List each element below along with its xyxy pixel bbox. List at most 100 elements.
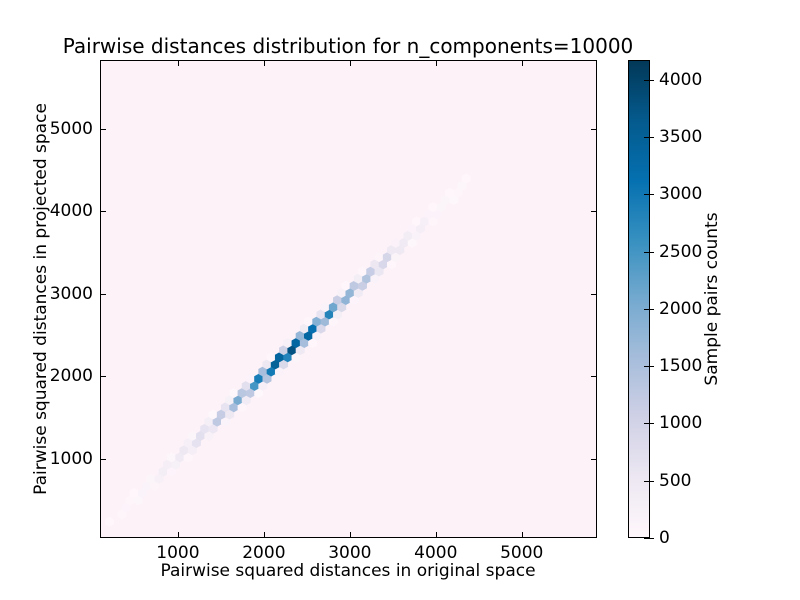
hexbin-cell [262, 359, 272, 370]
hexbin-cell [345, 287, 355, 298]
colorbar-tick [644, 251, 654, 253]
hexbin-cell [403, 230, 413, 241]
x-tick [349, 532, 351, 537]
y-tick-label: 2000 [49, 366, 93, 387]
hexbin-cell [333, 295, 343, 306]
hexbin-cell [167, 452, 177, 463]
hexbin-cell [171, 459, 181, 470]
colorbar-tick-label: 3500 [659, 127, 703, 148]
hexbin-cell [357, 280, 367, 291]
hexbin-cell [387, 259, 396, 270]
hexbin-cell [204, 416, 214, 427]
hexbin-cell [374, 266, 384, 277]
y-tick-right [591, 211, 596, 213]
colorbar-tick [644, 480, 654, 482]
plot-area [100, 60, 597, 538]
hexbin-cell [208, 409, 218, 420]
x-tick-top [349, 61, 351, 66]
hexbin-cell [299, 337, 309, 348]
hexbin-cell [312, 330, 322, 341]
hexbin-cell [241, 395, 251, 406]
hexbin-cell [262, 373, 272, 384]
hexbin-cell [266, 366, 276, 377]
hexbin-cell [395, 245, 405, 255]
hexbin-cell [449, 194, 459, 205]
hexbin-cell [353, 287, 363, 298]
hexbin-cell [378, 259, 388, 270]
hexbin-layer [104, 173, 471, 527]
hexbin-cell [445, 187, 455, 198]
x-tick [521, 532, 523, 537]
hexbin-cell [212, 416, 222, 427]
colorbar-tick-label: 1000 [659, 413, 703, 434]
hexbin-cell [158, 466, 168, 477]
hexbin-cell [229, 388, 239, 398]
y-tick [101, 211, 106, 213]
hexbin-cell [274, 366, 284, 377]
colorbar-tick-label: 500 [659, 470, 692, 491]
x-tick [263, 532, 265, 537]
colorbar-tick [644, 194, 654, 196]
hexbin-cell [387, 245, 396, 255]
x-tick-top [177, 61, 179, 66]
hexbin-cell [274, 352, 284, 363]
y-tick [101, 458, 106, 460]
hexbin-cell [353, 273, 363, 284]
hexbin-cell [333, 309, 343, 320]
hexbin-cell [312, 316, 322, 327]
hexbin-cell [337, 302, 347, 313]
hexbin-cell [320, 316, 330, 327]
hexbin-cell [258, 366, 268, 377]
hexbin-cell [399, 237, 409, 248]
colorbar-tick [644, 538, 654, 539]
hexbin-cell [221, 402, 230, 413]
hexbin-cell [167, 466, 177, 477]
hexbin-cell [283, 352, 293, 363]
hexbin-cell [138, 488, 147, 499]
colorbar-tick [644, 79, 654, 81]
x-tick-label: 4000 [414, 543, 458, 563]
hexbin-cell [245, 388, 255, 398]
x-axis-label: Pairwise squared distances in original s… [160, 561, 536, 581]
x-tick-top [263, 61, 265, 66]
hexbin-cell [391, 252, 401, 263]
chart-title: Pairwise distances distribution for n_co… [62, 34, 634, 58]
hexbin-cell [266, 352, 276, 363]
hexbin-cell [221, 416, 230, 427]
colorbar-tick [644, 308, 654, 310]
hexbin-cell [457, 180, 467, 191]
hexbin-cell [142, 480, 152, 491]
hexbin-cell [208, 423, 218, 434]
hexbin-cell [453, 187, 463, 198]
hexbin-cell [370, 273, 380, 284]
hexbin-cell [133, 495, 143, 506]
hexbin-cell [245, 373, 255, 384]
hexbin-cell [370, 259, 380, 270]
colorbar-tick [644, 423, 654, 425]
hexbin-cell [162, 459, 172, 470]
hexbin-cell [287, 345, 297, 356]
hexbin-cell [407, 237, 417, 248]
hexbin-cell [183, 438, 193, 449]
hexbin-cell [283, 337, 293, 348]
colorbar-tick-label: 1500 [659, 356, 703, 377]
colorbar-tick [644, 366, 654, 368]
hexbin-cell [229, 402, 239, 413]
hexbin-cell [254, 373, 264, 384]
colorbar-tick-label: 2500 [659, 241, 703, 262]
hexbin-cell [129, 488, 139, 499]
hexbin-cell [416, 223, 426, 234]
hexbin-cell [200, 423, 210, 434]
hexbin-cell [250, 380, 260, 391]
y-tick [101, 293, 106, 295]
hexbin-cell [461, 173, 471, 184]
hexbin-cell [241, 380, 251, 391]
hexbin-cell [179, 445, 189, 456]
hexbin-cell [254, 388, 264, 398]
hexbin-cell [316, 323, 326, 334]
colorbar-tick-label: 0 [659, 528, 670, 548]
y-tick-right [591, 376, 596, 378]
hexbin-cell [424, 209, 434, 220]
x-tick-label: 5000 [500, 543, 544, 563]
